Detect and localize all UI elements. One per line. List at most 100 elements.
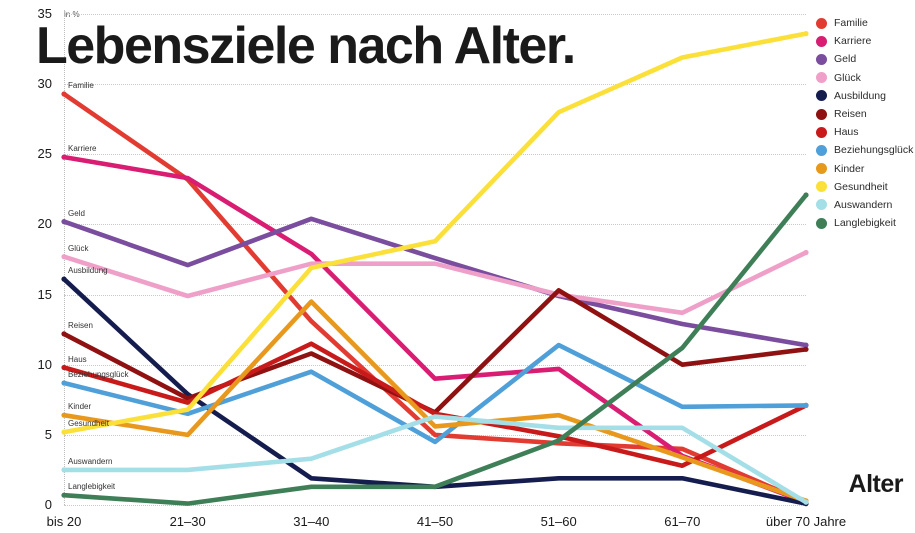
line-series-haus xyxy=(61,341,809,469)
legend-item-label: Familie xyxy=(834,17,868,30)
legend-item[interactable]: Karriere xyxy=(816,32,913,50)
series-label: Beziehungsglück xyxy=(68,369,129,379)
y-axis-tick-label: 30 xyxy=(37,76,52,92)
series-label: Kinder xyxy=(68,402,92,412)
y-axis-tick-label: 35 xyxy=(37,6,52,21)
grid-line xyxy=(64,154,806,156)
line-endpoint xyxy=(803,402,809,408)
series-label: Ausbildung xyxy=(68,266,108,276)
x-axis-tick-label: 61–70 xyxy=(664,514,701,529)
x-axis-title: Alter xyxy=(848,470,904,498)
series-label: Reisen xyxy=(68,320,93,330)
line-endpoint xyxy=(61,467,67,473)
legend-color-dot-icon xyxy=(816,72,827,84)
series-label: Auswandern xyxy=(68,456,113,466)
y-axis-tick-label: 0 xyxy=(44,497,52,512)
legend-color-dot-icon xyxy=(816,17,827,29)
legend-item[interactable]: Auswandern xyxy=(816,196,913,214)
legend-item[interactable]: Geld xyxy=(816,50,913,68)
legend-color-dot-icon xyxy=(816,53,827,65)
legend-item-label: Langlebigkeit xyxy=(834,217,896,230)
line-endpoint xyxy=(61,492,67,498)
legend-item[interactable]: Reisen xyxy=(816,105,913,123)
y-axis-tick-label: 5 xyxy=(44,426,52,442)
legend-item[interactable]: Kinder xyxy=(816,160,913,178)
series-label: Familie xyxy=(68,80,94,90)
legend-item[interactable]: Haus xyxy=(816,123,913,141)
grid-line xyxy=(64,505,806,506)
line-series-gesundheit xyxy=(61,31,809,435)
page-title: Lebensziele nach Alter. xyxy=(36,17,576,75)
grid-line xyxy=(64,294,806,296)
line-endpoint xyxy=(61,380,67,386)
x-axis-tick-label: über 70 Jahre xyxy=(765,514,847,529)
legend-color-dot-icon xyxy=(816,90,827,102)
series-label: Gesundheit xyxy=(68,419,109,429)
y-axis-tick-label: 15 xyxy=(37,286,52,302)
series-label: Karriere xyxy=(68,144,97,154)
x-axis-tick-label: 51–60 xyxy=(540,514,577,529)
line-series-kinder xyxy=(61,299,809,504)
series-label: Glück xyxy=(68,243,89,253)
legend-item[interactable]: Ausbildung xyxy=(816,87,913,105)
legend-item[interactable]: Langlebigkeit xyxy=(816,214,913,232)
line-endpoint xyxy=(803,30,809,37)
line-endpoint xyxy=(61,331,67,337)
legend: Familie Karriere Geld Glück Ausbildung Reisen… xyxy=(816,14,913,232)
legend-item-label: Karriere xyxy=(834,35,872,48)
line-endpoint xyxy=(61,364,67,371)
legend-item-label: Reisen xyxy=(834,108,867,121)
legend-color-dot-icon xyxy=(816,163,827,175)
line-endpoint xyxy=(803,192,809,198)
series-label: Haus xyxy=(68,354,87,364)
line-endpoint xyxy=(61,429,67,435)
line-endpoint xyxy=(61,91,67,97)
grid-line xyxy=(64,14,806,15)
legend-item-label: Haus xyxy=(834,126,859,139)
legend-color-dot-icon xyxy=(816,181,827,193)
line-endpoint xyxy=(803,499,809,505)
y-axis-tick-label: 25 xyxy=(37,146,52,162)
legend-item-label: Glück xyxy=(834,71,861,84)
grid-line xyxy=(64,84,806,86)
line-endpoint xyxy=(803,342,809,348)
legend-color-dot-icon xyxy=(816,199,827,211)
legend-item-label: Auswandern xyxy=(834,198,893,211)
line-series-gl-ck xyxy=(61,250,809,316)
line-endpoint xyxy=(803,346,809,352)
legend-color-dot-icon xyxy=(816,126,827,138)
series-label: Langlebigkeit xyxy=(68,482,116,492)
legend-item[interactable]: Glück xyxy=(816,69,913,87)
line-series-auswandern xyxy=(61,414,809,505)
line-endpoint xyxy=(803,249,809,256)
legend-item-label: Beziehungsglück xyxy=(834,144,914,157)
legend-item-label: Ausbildung xyxy=(834,89,886,102)
x-axis-tick-label: bis 20 xyxy=(46,514,82,529)
line-endpoint xyxy=(61,154,67,160)
line-endpoint xyxy=(61,219,67,225)
grid-line xyxy=(64,224,806,226)
x-axis-tick-label: 21–30 xyxy=(169,514,206,529)
legend-item-label: Gesundheit xyxy=(834,180,888,193)
grid-line xyxy=(64,364,806,366)
line-endpoint xyxy=(61,276,67,282)
line-series-beziehungsgl-ck xyxy=(61,342,809,445)
legend-item[interactable]: Familie xyxy=(816,14,913,32)
x-axis-tick-label: 31–40 xyxy=(293,514,330,529)
legend-color-dot-icon xyxy=(816,144,827,156)
line-series-langlebigkeit xyxy=(61,192,809,506)
line-endpoint xyxy=(61,254,67,260)
y-axis-tick-label: 10 xyxy=(37,356,52,372)
legend-color-dot-icon xyxy=(816,217,827,229)
legend-item[interactable]: Gesundheit xyxy=(816,178,913,196)
legend-item[interactable]: Beziehungsglück xyxy=(816,141,913,159)
legend-item-label: Geld xyxy=(834,53,857,66)
x-axis-tick-label: 41–50 xyxy=(416,514,454,529)
y-axis-tick-label: 20 xyxy=(37,216,52,232)
legend-color-dot-icon xyxy=(816,108,827,120)
line-series-geld xyxy=(61,216,809,348)
series-label: Geld xyxy=(68,208,85,218)
legend-item-label: Kinder xyxy=(834,162,865,175)
